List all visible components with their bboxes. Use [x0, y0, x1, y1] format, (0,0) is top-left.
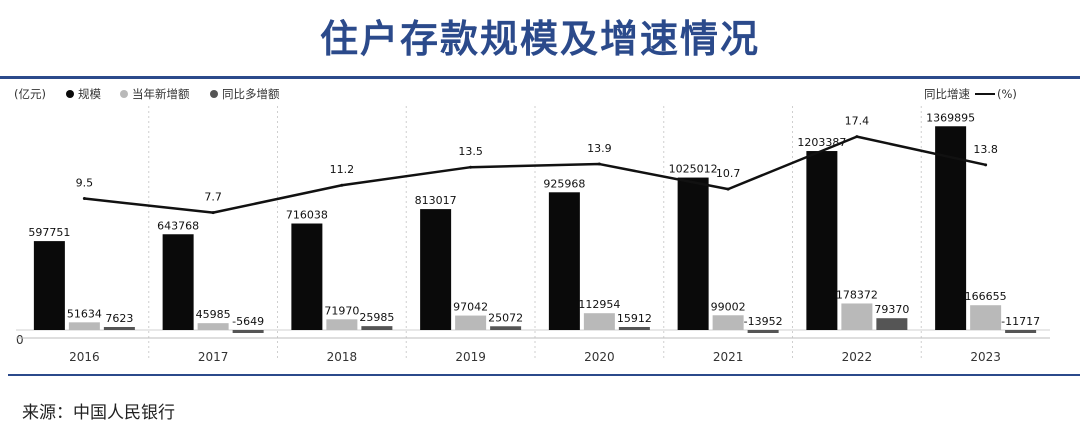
bar-label-2019-2: 97042 — [453, 301, 488, 314]
bar-label-2021-1: 1025012 — [669, 163, 718, 176]
growth-label-2019: 13.5 — [458, 145, 483, 158]
growth-point-2020 — [597, 162, 601, 166]
bar-label-2017-3: -5649 — [232, 315, 264, 328]
growth-point-2023 — [984, 163, 988, 167]
growth-label-2022: 17.4 — [845, 115, 870, 128]
bar-label-2018-3: 25985 — [359, 311, 394, 324]
bar-2019-3 — [490, 326, 522, 330]
growth-point-2017 — [211, 211, 215, 215]
source-note: 来源：中国人民银行 — [22, 403, 175, 423]
bar-label-2018-1: 716038 — [286, 209, 328, 222]
bar-label-2022-2: 178372 — [836, 288, 878, 301]
bar-2023-3 — [1005, 330, 1037, 333]
bar-label-2022-3: 79370 — [874, 303, 909, 316]
bar-2020-2 — [583, 313, 615, 330]
legend-label-2: 当年新增额 — [132, 87, 190, 101]
growth-label-2018: 11.2 — [330, 163, 355, 176]
bar-label-2018-2: 71970 — [324, 304, 359, 317]
bar-label-2016-3: 7623 — [105, 312, 133, 325]
legend-marker-2 — [120, 90, 128, 98]
bottom-rule — [8, 374, 1080, 376]
bar-2018-3 — [361, 326, 393, 330]
growth-point-2019 — [469, 165, 473, 169]
bar-label-2020-3: 15912 — [617, 312, 652, 325]
bar-2022-3 — [876, 318, 908, 330]
bar-2017-2 — [197, 323, 229, 330]
bar-2017-3 — [232, 330, 264, 333]
legend-label-line: 同比增速 — [924, 87, 970, 101]
x-tick-2016: 2016 — [69, 350, 100, 364]
x-tick-2023: 2023 — [970, 350, 1001, 364]
top-rule — [0, 76, 1080, 79]
bar-label-2021-2: 99002 — [711, 300, 746, 313]
bar-label-2020-1: 925968 — [543, 177, 585, 190]
x-tick-2018: 2018 — [327, 350, 358, 364]
bar-2016-1 — [33, 241, 65, 330]
bar-label-2023-1: 1369895 — [926, 111, 975, 124]
growth-label-2017: 7.7 — [204, 191, 222, 204]
bar-2017-1 — [162, 234, 194, 330]
bar-label-2020-2: 112954 — [578, 298, 620, 311]
bar-2022-1 — [806, 151, 838, 330]
bar-2018-1 — [291, 223, 323, 330]
bar-label-2023-3: -11717 — [1001, 315, 1040, 328]
growth-point-2021 — [726, 187, 730, 191]
growth-point-2016 — [82, 197, 86, 201]
growth-label-2016: 9.5 — [76, 177, 94, 190]
bar-label-2019-3: 25072 — [488, 311, 523, 324]
x-tick-2022: 2022 — [842, 350, 873, 364]
bar-2023-2 — [970, 305, 1002, 330]
chart-title: 住户存款规模及增速情况 — [319, 17, 760, 61]
bar-2022-2 — [841, 303, 873, 330]
zero-tick-label: 0 — [16, 333, 24, 347]
bar-label-2016-2: 51634 — [67, 307, 102, 320]
legend-label-3: 同比多增额 — [222, 87, 280, 101]
legend-unit-left: (亿元) — [14, 87, 46, 101]
legend-unit-right: (%) — [997, 87, 1017, 101]
chart: 0 (亿元) 规模 当年新增额 同比多增额 同比增速 (%) 597751 51634 7623 2… — [14, 87, 1050, 364]
growth-label-2023: 13.8 — [973, 143, 998, 156]
bar-2020-1 — [548, 192, 580, 330]
bar-2016-2 — [68, 322, 100, 330]
x-tick-2020: 2020 — [584, 350, 615, 364]
legend-marker-1 — [66, 90, 74, 98]
growth-label-2021: 10.7 — [716, 167, 741, 180]
bar-2021-1 — [677, 177, 709, 330]
bar-label-2017-2: 45985 — [196, 308, 231, 321]
bar-label-2016-1: 597751 — [28, 226, 70, 239]
bar-2021-2 — [712, 315, 744, 330]
bar-label-2022-1: 1203387 — [797, 136, 846, 149]
bar-label-2019-1: 813017 — [415, 194, 457, 207]
bar-2016-3 — [103, 327, 135, 330]
bar-label-2021-3: -13952 — [744, 315, 783, 328]
bar-label-2023-2: 166655 — [965, 290, 1007, 303]
x-tick-2021: 2021 — [713, 350, 744, 364]
growth-point-2018 — [340, 183, 344, 187]
growth-line — [84, 135, 986, 214]
growth-point-2022 — [855, 135, 859, 139]
legend-marker-3 — [210, 90, 218, 98]
legend-label-1: 规模 — [78, 87, 101, 101]
bar-2019-2 — [455, 315, 487, 330]
bar-2020-3 — [618, 327, 650, 330]
bar-label-2017-1: 643768 — [157, 219, 199, 232]
x-tick-2017: 2017 — [198, 350, 229, 364]
x-tick-2019: 2019 — [455, 350, 486, 364]
growth-label-2020: 13.9 — [587, 142, 612, 155]
bar-2021-3 — [747, 330, 779, 333]
bar-2019-1 — [420, 209, 452, 330]
bar-2018-2 — [326, 319, 358, 330]
